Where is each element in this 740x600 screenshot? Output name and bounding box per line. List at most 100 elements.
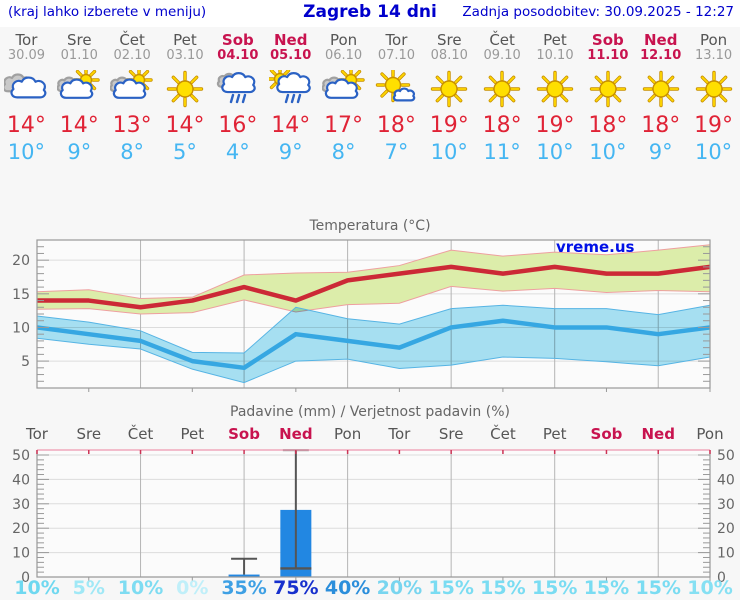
day-name: Čet [489, 31, 515, 49]
sunny-icon [695, 70, 732, 108]
weather-icon-box [529, 70, 582, 110]
forecast-day-cell: Čet 02.10 13° 8° [106, 27, 159, 175]
day-name: Sre [436, 31, 462, 49]
low-temp: 9° [648, 140, 673, 164]
svg-text:40: 40 [12, 472, 30, 488]
day-name: Pet [173, 31, 197, 49]
high-temp: 14° [6, 113, 46, 138]
precip-probability: 15% [428, 577, 474, 599]
precip-probability: 35% [221, 577, 267, 599]
high-temp: 14° [165, 113, 205, 138]
last-update-timestamp: Zadnja posodobitev: 30.09.2025 - 12:27 [462, 4, 734, 20]
low-temp: 10° [589, 140, 627, 164]
forecast-day-cell: Pon 13.10 19° 10° [687, 27, 740, 175]
day-name: Pon [329, 31, 358, 49]
sunny-icon [536, 70, 574, 108]
page-header: (kraj lahko izberete v meniju) Zagreb 14… [0, 0, 740, 27]
sunny-icon [589, 70, 627, 108]
day-name: Tor [385, 31, 408, 49]
precip-day-label: Čet [127, 425, 154, 443]
sun-rain-icon [266, 65, 311, 104]
high-temp: 13° [112, 113, 152, 138]
precip-probability: 10% [687, 577, 733, 599]
day-date: 06.10 [324, 48, 363, 63]
temp-chart-title: Temperatura (°C) [309, 218, 431, 234]
precip-probability: 15% [635, 577, 681, 599]
weather-icon-box [264, 65, 317, 110]
forecast-day-cell: Sob 11.10 18° 10° [581, 27, 634, 175]
low-temp: 4° [225, 140, 250, 164]
precip-probability: 75% [273, 577, 319, 599]
forecast-day-cell: Sre 08.10 19° 10° [423, 27, 476, 175]
forecast-day-cell: Čet 09.10 18° 11° [476, 27, 529, 175]
svg-text:10: 10 [12, 546, 30, 562]
precip-day-label: Pon [334, 425, 362, 443]
precip-probability: 15% [480, 577, 526, 599]
precip-day-label: Ned [279, 425, 313, 443]
svg-text:20: 20 [12, 253, 30, 269]
cloudy-icon [2, 73, 47, 99]
low-temp: 8° [120, 140, 145, 164]
high-temp: 17° [324, 113, 364, 138]
precip-day-label: Sob [590, 425, 623, 443]
temp-chart-y-labels: 5 10 15 20 [12, 253, 30, 370]
day-name: Sob [221, 31, 254, 49]
page-title: Zagreb 14 dni [303, 2, 437, 22]
day-date: 30.09 [7, 48, 46, 63]
precip-chart-ticks [37, 454, 711, 581]
forecast-day-cell: Ned 05.10 14° 9° [264, 27, 317, 175]
svg-text:50: 50 [717, 448, 735, 464]
precip-bar [228, 574, 260, 577]
precip-chart-title: Padavine (mm) / Verjetnost padavin (%) [230, 404, 510, 420]
svg-text:50: 50 [12, 448, 30, 464]
day-date: 03.10 [166, 48, 204, 63]
weather-icon-box [53, 66, 106, 110]
weather-icon-box [476, 70, 529, 110]
svg-text:10: 10 [12, 320, 30, 336]
svg-text:5: 5 [21, 354, 30, 370]
precip-day-label: Ned [641, 425, 675, 443]
rain-icon [216, 72, 256, 104]
svg-text:15: 15 [12, 287, 30, 303]
svg-text:20: 20 [717, 521, 735, 537]
day-date: 11.10 [587, 48, 629, 63]
partly-sunny-icon [56, 66, 100, 99]
partly-sunny-icon [109, 66, 153, 99]
precip-probability-row: 10% 5% 10% 0% 35% 75% 40% 20% 15% 15% 15% 15% 15% 10% [0, 577, 740, 600]
high-temp: 19° [429, 113, 469, 138]
weather-icon-box [0, 70, 53, 110]
high-temp-line [37, 264, 711, 310]
forecast-day-cell: Pon 06.10 17° 8° [317, 27, 370, 175]
precip-day-label: Tor [388, 425, 411, 443]
forecast-day-cell: Pet 10.10 19° 10° [529, 27, 582, 175]
weather-icon-box [211, 70, 264, 110]
low-temp: 9° [67, 140, 92, 164]
day-date: 12.10 [640, 48, 682, 63]
forecast-day-cell: Ned 12.10 18° 9° [634, 27, 687, 175]
day-name: Ned [273, 31, 308, 49]
precip-day-labels: Tor Sre Čet Pet Sob Ned Pon Tor Sre Čet Pet Sob Ned P… [0, 425, 740, 444]
precip-probability: 0% [176, 577, 209, 599]
low-temp: 10° [536, 140, 574, 164]
weather-icon-box [106, 66, 159, 110]
precipitation-chart: 0 0 10 10 20 20 30 30 40 40 50 50 [12, 448, 735, 585]
precip-day-label: Sob [228, 425, 260, 443]
temp-chart-ticks [37, 246, 711, 392]
sunny-icon [642, 70, 679, 108]
precip-probability: 15% [531, 577, 578, 599]
precip-probability: 10% [14, 577, 60, 599]
precip-day-label: Tor [26, 425, 48, 443]
precip-day-label: Sre [438, 425, 464, 443]
day-date: 10.10 [536, 48, 574, 63]
svg-text:20: 20 [12, 521, 30, 537]
sunny-icon [483, 70, 521, 108]
sunny-icon [166, 70, 204, 108]
high-temp: 18° [376, 113, 416, 138]
day-date: 05.10 [270, 48, 312, 63]
day-name: Pet [543, 31, 567, 49]
partly-sunny-icon [321, 66, 365, 99]
forecast-day-cell: Tor 30.09 14° 10° [0, 27, 53, 175]
high-temp: 18° [588, 113, 628, 138]
weather-icon-box [581, 70, 634, 110]
precip-day-label: Sre [76, 425, 102, 443]
